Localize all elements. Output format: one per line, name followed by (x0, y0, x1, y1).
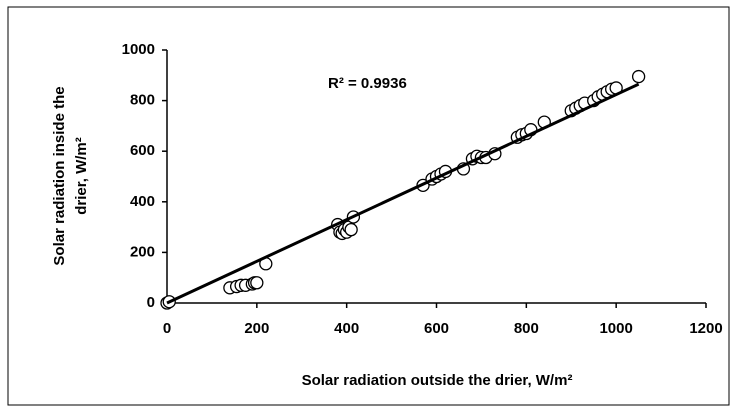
x-tick-label: 400 (334, 320, 359, 337)
x-tick-label: 200 (244, 320, 269, 337)
y-tick-label: 800 (130, 92, 155, 109)
y-tick-label: 200 (130, 243, 155, 260)
x-tick-label: 0 (163, 320, 171, 337)
y-tick-label: 1000 (122, 41, 155, 58)
y-tick-label: 0 (147, 294, 155, 311)
y-tick-label: 600 (130, 142, 155, 159)
x-tick-label: 1200 (689, 320, 722, 337)
x-tick-label: 800 (514, 320, 539, 337)
y-tick-label: 400 (130, 193, 155, 210)
y-axis-label-line: drier, W/m² (73, 137, 90, 215)
x-tick-label: 1000 (599, 320, 632, 337)
y-axis-label-line: Solar radiation inside the (51, 86, 68, 265)
point (344, 222, 358, 237)
chart-border (7, 6, 730, 406)
point (250, 276, 264, 290)
y-axis-label: Solar radiation inside the drier, W/m² (51, 86, 90, 265)
x-tick-label: 600 (424, 320, 449, 337)
x-axis-label: Solar radiation outside the drier, W/m² (302, 372, 573, 389)
trendline (166, 82, 640, 305)
point (631, 69, 646, 84)
annotation: R² = 0.9936 (328, 75, 407, 92)
